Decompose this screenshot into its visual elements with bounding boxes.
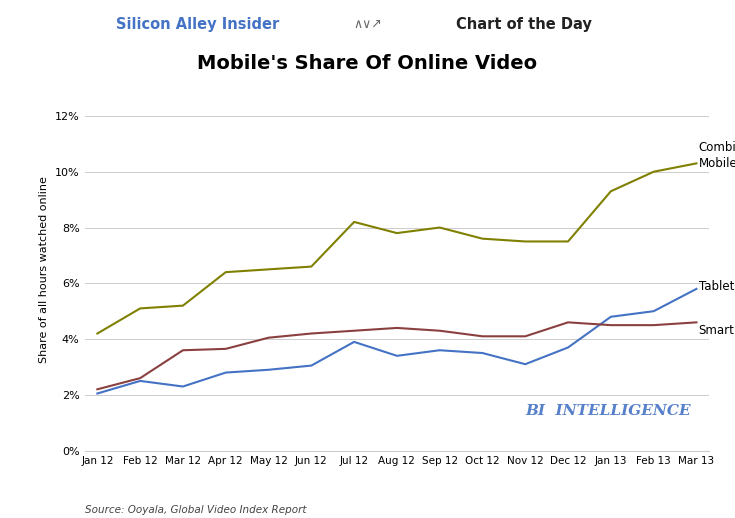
Text: Smartphones: Smartphones (698, 324, 735, 337)
Text: Combined
Mobile: Combined Mobile (698, 140, 735, 169)
Text: Mobile's Share Of Online Video: Mobile's Share Of Online Video (198, 54, 537, 74)
Text: Chart of the Day: Chart of the Day (456, 17, 592, 32)
Text: Source: Ooyala, Global Video Index Report: Source: Ooyala, Global Video Index Repor… (85, 506, 306, 515)
Y-axis label: Share of all hours watched online: Share of all hours watched online (40, 176, 49, 363)
Text: BI  INTELLIGENCE: BI INTELLIGENCE (525, 404, 690, 418)
Text: Tablets: Tablets (698, 280, 735, 293)
Text: ∧∨↗: ∧∨↗ (353, 18, 382, 31)
Text: Silicon Alley Insider: Silicon Alley Insider (116, 17, 279, 32)
